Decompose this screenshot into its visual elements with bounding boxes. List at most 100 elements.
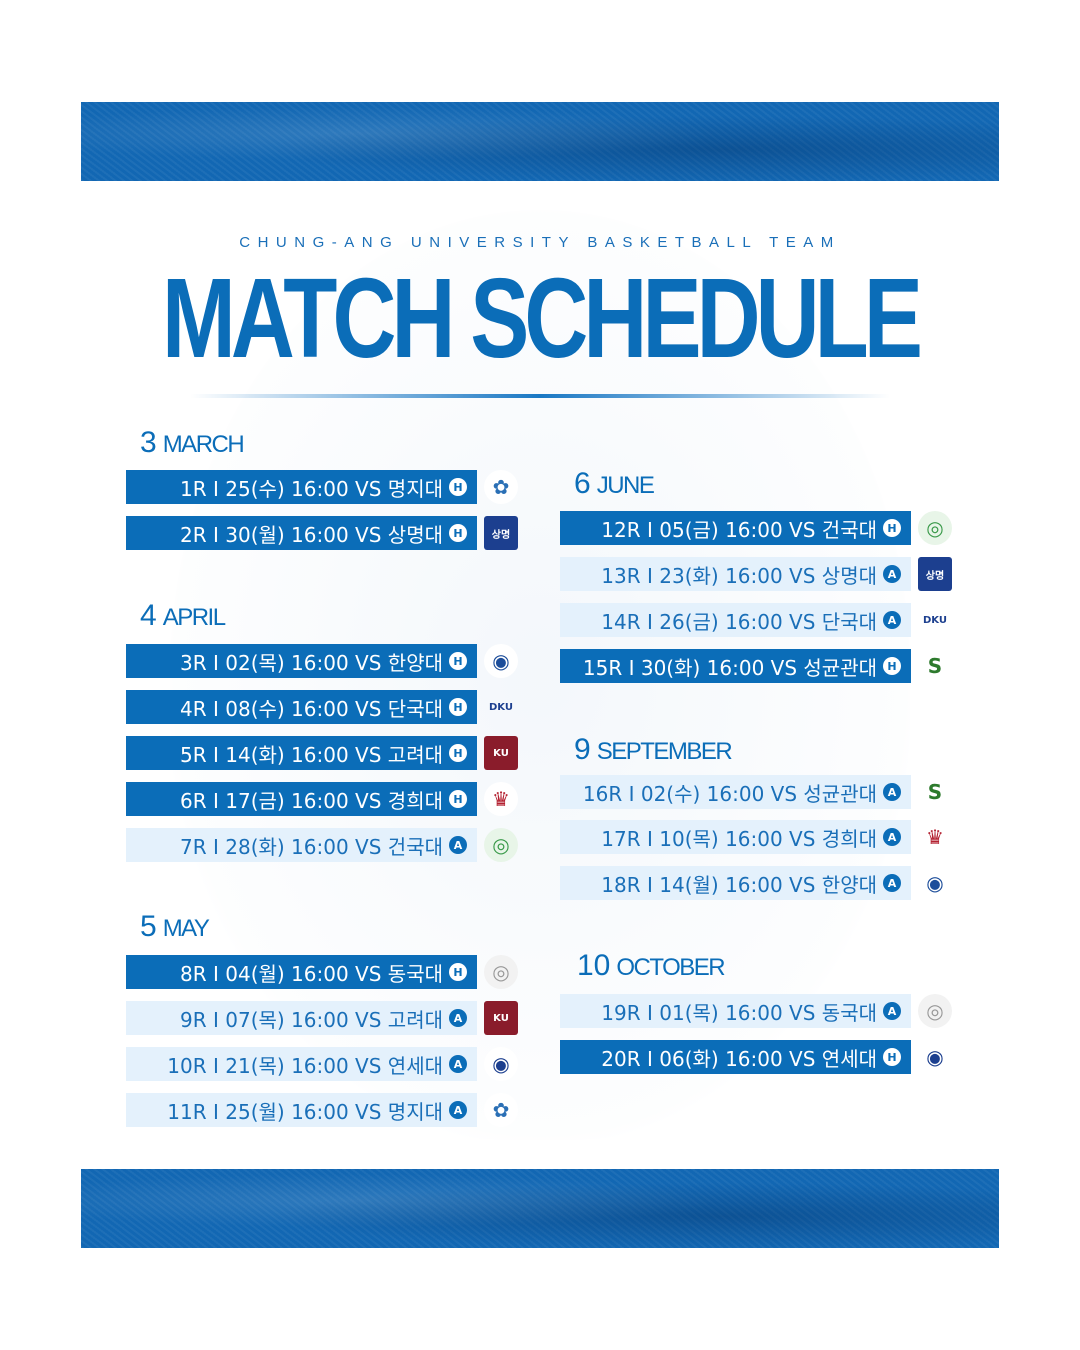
yonsei-logo-icon: ◉ bbox=[918, 1040, 952, 1074]
home-match-row: 20R I 06(화) 16:00 VS 연세대 H bbox=[560, 1040, 911, 1074]
hanyang-logo-icon: ◉ bbox=[918, 866, 952, 900]
month-name: MARCH bbox=[162, 431, 245, 458]
away-badge-icon: A bbox=[883, 828, 901, 846]
sungkyunkwan-logo-icon: S bbox=[918, 649, 952, 683]
konkuk-logo-icon: ◎ bbox=[918, 511, 952, 545]
top-banner bbox=[81, 102, 999, 181]
month-name: APRIL bbox=[162, 604, 226, 631]
away-match-row: 11R I 25(월) 16:00 VS 명지대 A bbox=[126, 1093, 477, 1127]
away-match-row: 9R I 07(목) 16:00 VS 고려대 A bbox=[126, 1001, 477, 1035]
away-match-row: 18R I 14(월) 16:00 VS 한양대 A bbox=[560, 866, 911, 900]
away-match-row: 16R I 02(수) 16:00 VS 성균관대 A bbox=[560, 775, 911, 809]
away-badge-icon: A bbox=[883, 1002, 901, 1020]
away-match-row: 19R I 01(목) 16:00 VS 동국대 A bbox=[560, 994, 911, 1028]
match-text: 3R I 02(목) 16:00 VS 한양대 bbox=[180, 650, 443, 675]
away-badge-icon: A bbox=[883, 611, 901, 629]
match-text: 18R I 14(월) 16:00 VS 한양대 bbox=[601, 872, 877, 897]
match-text: 2R I 30(월) 16:00 VS 상명대 bbox=[180, 522, 443, 547]
sangmyung-logo-icon: 상명 bbox=[484, 516, 518, 550]
match-text: 1R I 25(수) 16:00 VS 명지대 bbox=[180, 476, 443, 501]
home-badge-icon: H bbox=[449, 963, 467, 981]
month-number: 3 bbox=[140, 426, 157, 459]
kyunghee-logo-icon: ♛ bbox=[484, 782, 518, 816]
month-heading-march: 3 MARCH bbox=[140, 426, 245, 460]
away-badge-icon: A bbox=[883, 874, 901, 892]
month-name: MAY bbox=[162, 915, 210, 942]
month-number: 6 bbox=[574, 467, 591, 500]
away-match-row: 17R I 10(목) 16:00 VS 경희대 A bbox=[560, 820, 911, 854]
month-number: 5 bbox=[140, 910, 157, 943]
konkuk-logo-icon: ◎ bbox=[484, 828, 518, 862]
match-text: 4R I 08(수) 16:00 VS 단국대 bbox=[180, 696, 443, 721]
home-badge-icon: H bbox=[449, 652, 467, 670]
match-text: 12R I 05(금) 16:00 VS 건국대 bbox=[601, 517, 877, 542]
dongguk-logo-icon: ◎ bbox=[918, 994, 952, 1028]
home-match-row: 4R I 08(수) 16:00 VS 단국대 H bbox=[126, 690, 477, 724]
away-badge-icon: A bbox=[883, 565, 901, 583]
match-text: 17R I 10(목) 16:00 VS 경희대 bbox=[601, 826, 877, 851]
kyunghee-logo-icon: ♛ bbox=[918, 820, 952, 854]
away-badge-icon: A bbox=[449, 1009, 467, 1027]
home-badge-icon: H bbox=[449, 478, 467, 496]
away-badge-icon: A bbox=[449, 1101, 467, 1119]
hanyang-logo-icon: ◉ bbox=[484, 644, 518, 678]
home-badge-icon: H bbox=[449, 698, 467, 716]
away-match-row: 14R I 26(금) 16:00 VS 단국대 A bbox=[560, 603, 911, 637]
home-badge-icon: H bbox=[883, 1048, 901, 1066]
home-badge-icon: H bbox=[449, 790, 467, 808]
home-match-row: 6R I 17(금) 16:00 VS 경희대 H bbox=[126, 782, 477, 816]
dongguk-logo-icon: ◎ bbox=[484, 955, 518, 989]
bottom-banner bbox=[81, 1169, 999, 1248]
match-text: 20R I 06(화) 16:00 VS 연세대 bbox=[601, 1046, 877, 1071]
month-name: OCTOBER bbox=[616, 954, 725, 981]
team-subtitle: CHUNG-ANG UNIVERSITY BASKETBALL TEAM bbox=[239, 234, 841, 251]
month-heading-october: 10 OCTOBER bbox=[577, 949, 726, 983]
month-name: JUNE bbox=[596, 472, 655, 499]
match-text: 19R I 01(목) 16:00 VS 동국대 bbox=[601, 1000, 877, 1025]
dankook-logo-icon: DKU bbox=[923, 614, 947, 626]
month-number: 9 bbox=[574, 733, 591, 766]
month-heading-april: 4 APRIL bbox=[140, 599, 226, 633]
home-match-row: 3R I 02(목) 16:00 VS 한양대 H bbox=[126, 644, 477, 678]
home-badge-icon: H bbox=[449, 524, 467, 542]
match-text: 14R I 26(금) 16:00 VS 단국대 bbox=[601, 609, 877, 634]
myongji-logo-icon: ✿ bbox=[484, 470, 518, 504]
myongji-logo-icon: ✿ bbox=[484, 1093, 518, 1127]
home-match-row: 1R I 25(수) 16:00 VS 명지대 H bbox=[126, 470, 477, 504]
home-badge-icon: H bbox=[449, 744, 467, 762]
away-match-row: 7R I 28(화) 16:00 VS 건국대 A bbox=[126, 828, 477, 862]
away-match-row: 10R I 21(목) 16:00 VS 연세대 A bbox=[126, 1047, 477, 1081]
home-match-row: 8R I 04(월) 16:00 VS 동국대 H bbox=[126, 955, 477, 989]
sangmyung-logo-icon: 상명 bbox=[918, 557, 952, 591]
month-heading-september: 9 SEPTEMBER bbox=[574, 733, 733, 767]
match-text: 11R I 25(월) 16:00 VS 명지대 bbox=[167, 1099, 443, 1124]
match-text: 10R I 21(목) 16:00 VS 연세대 bbox=[167, 1053, 443, 1078]
match-text: 7R I 28(화) 16:00 VS 건국대 bbox=[180, 834, 443, 859]
month-number: 4 bbox=[140, 599, 157, 632]
month-heading-may: 5 MAY bbox=[140, 910, 210, 944]
sungkyunkwan-logo-icon: S bbox=[918, 775, 952, 809]
dankook-logo-icon: DKU bbox=[489, 701, 513, 713]
match-text: 5R I 14(화) 16:00 VS 고려대 bbox=[180, 742, 443, 767]
match-text: 8R I 04(월) 16:00 VS 동국대 bbox=[180, 961, 443, 986]
match-text: 16R I 02(수) 16:00 VS 성균관대 bbox=[582, 781, 877, 806]
month-number: 10 bbox=[577, 949, 611, 982]
month-name: SEPTEMBER bbox=[596, 738, 733, 765]
away-badge-icon: A bbox=[449, 1055, 467, 1073]
home-badge-icon: H bbox=[883, 519, 901, 537]
match-text: 13R I 23(화) 16:00 VS 상명대 bbox=[601, 563, 877, 588]
away-badge-icon: A bbox=[449, 836, 467, 854]
home-match-row: 12R I 05(금) 16:00 VS 건국대 H bbox=[560, 511, 911, 545]
home-badge-icon: H bbox=[883, 657, 901, 675]
home-match-row: 15R I 30(화) 16:00 VS 성균관대 H bbox=[560, 649, 911, 683]
korea-logo-icon: KU bbox=[484, 1001, 518, 1035]
korea-logo-icon: KU bbox=[484, 736, 518, 770]
month-heading-june: 6 JUNE bbox=[574, 467, 655, 501]
title-divider bbox=[190, 394, 890, 398]
home-match-row: 2R I 30(월) 16:00 VS 상명대 H bbox=[126, 516, 477, 550]
match-text: 9R I 07(목) 16:00 VS 고려대 bbox=[180, 1007, 443, 1032]
away-match-row: 13R I 23(화) 16:00 VS 상명대 A bbox=[560, 557, 911, 591]
match-text: 6R I 17(금) 16:00 VS 경희대 bbox=[180, 788, 443, 813]
away-badge-icon: A bbox=[883, 783, 901, 801]
home-match-row: 5R I 14(화) 16:00 VS 고려대 H bbox=[126, 736, 477, 770]
